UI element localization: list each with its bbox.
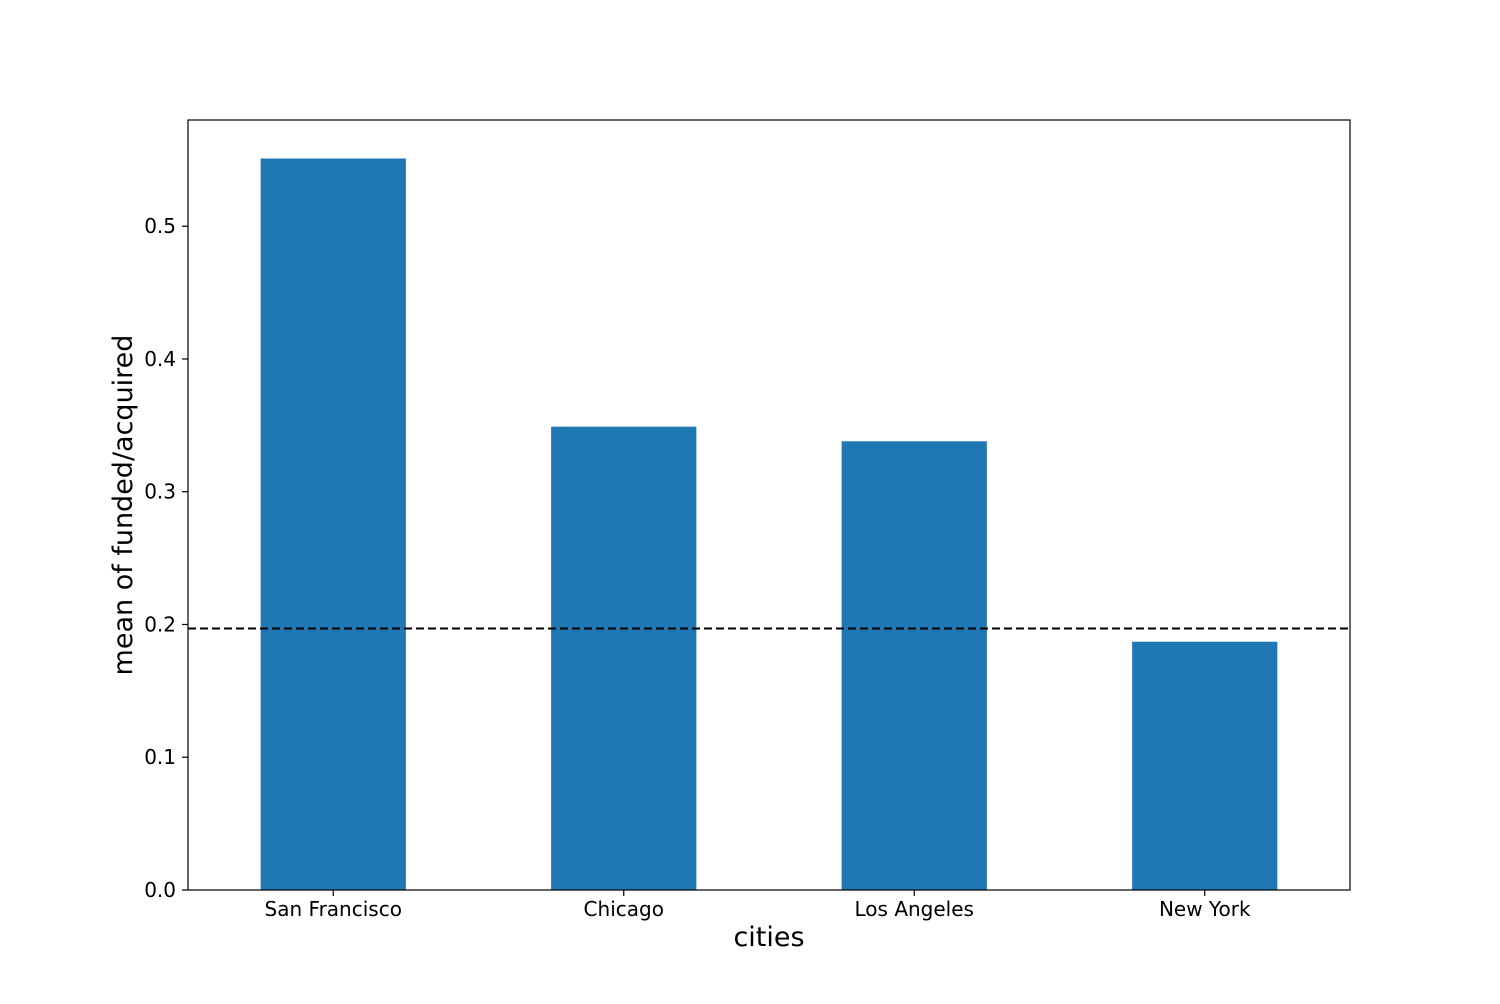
y-tick-label: 0.0 xyxy=(144,878,176,902)
x-tick-label: Chicago xyxy=(584,897,664,921)
bar-new-york xyxy=(1132,641,1278,890)
y-tick-label: 0.5 xyxy=(144,214,176,238)
plot-area-frame xyxy=(187,119,1351,891)
x-axis-title: cities xyxy=(733,922,804,953)
y-tick-label: 0.4 xyxy=(144,347,176,371)
y-tick-label: 0.3 xyxy=(144,480,176,504)
x-tick-label: San Francisco xyxy=(265,897,402,921)
y-axis-title: mean of funded/acquired xyxy=(108,335,139,676)
x-tick-label: New York xyxy=(1159,897,1251,921)
bar-san-francisco xyxy=(260,158,406,890)
y-tick-label: 0.1 xyxy=(144,745,176,769)
bar-chicago xyxy=(551,426,697,890)
x-tick-label: Los Angeles xyxy=(855,897,974,921)
y-tick-label: 0.2 xyxy=(144,612,176,636)
bar-los-angeles xyxy=(841,441,987,890)
